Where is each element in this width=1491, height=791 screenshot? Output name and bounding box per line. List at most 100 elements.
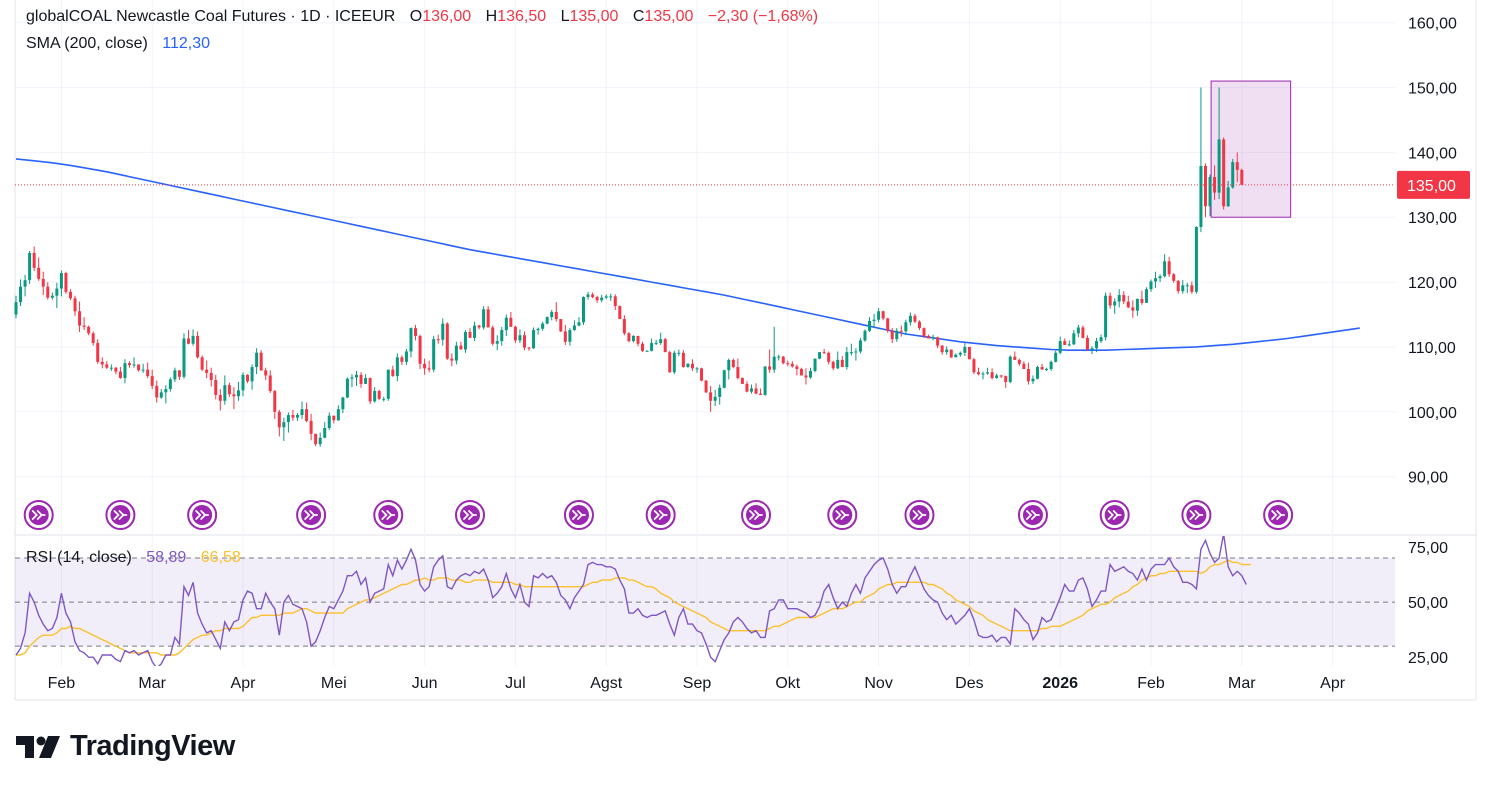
candle <box>146 362 150 379</box>
candle-body <box>359 374 363 384</box>
candle <box>554 302 558 322</box>
candle <box>672 350 676 375</box>
candle-body <box>491 327 495 344</box>
candle-body <box>209 372 213 381</box>
candle-body <box>1049 361 1053 369</box>
event-arrow-icon <box>463 510 477 520</box>
candle <box>1208 174 1212 216</box>
candle <box>1008 355 1012 384</box>
candle-body <box>690 363 694 369</box>
candle <box>232 387 236 410</box>
candle-body <box>854 351 858 353</box>
candle <box>582 296 585 325</box>
tradingview-logo[interactable]: TradingView <box>16 730 235 763</box>
price-tick-label: 130,00 <box>1408 210 1457 227</box>
candle <box>309 413 313 441</box>
candle-body <box>718 387 722 397</box>
event-marker-icon[interactable] <box>827 500 858 530</box>
event-marker-icon[interactable] <box>373 500 404 530</box>
event-marker-icon[interactable] <box>904 500 935 530</box>
event-marker-icon[interactable] <box>1017 500 1048 530</box>
candle <box>191 329 195 346</box>
event-marker-icon[interactable] <box>455 500 485 530</box>
event-marker-icon[interactable] <box>645 500 676 530</box>
candle-body <box>41 278 45 287</box>
time-tick-label: 2026 <box>1042 675 1078 692</box>
candle <box>604 294 608 299</box>
candle <box>922 327 926 338</box>
candle-body <box>305 409 309 421</box>
candle <box>917 320 921 331</box>
candle <box>904 319 908 336</box>
candle <box>282 417 286 441</box>
candle <box>1199 87 1203 233</box>
candle-body <box>409 328 413 352</box>
event-marker-icon[interactable] <box>296 500 327 530</box>
candle <box>391 365 395 377</box>
candle-body <box>827 352 831 362</box>
event-marker-icon[interactable] <box>1099 500 1130 530</box>
candle <box>1104 292 1108 341</box>
candle-body <box>963 346 967 353</box>
candle <box>936 336 940 349</box>
candle-body <box>1172 274 1176 281</box>
candle-body <box>672 352 676 373</box>
candle-body <box>613 296 617 307</box>
candle <box>1213 165 1217 200</box>
candle-body <box>917 321 921 329</box>
candle-body <box>659 339 663 344</box>
event-marker-icon[interactable] <box>23 500 54 530</box>
candle-body <box>904 322 908 332</box>
candle <box>768 349 772 373</box>
candle <box>1108 292 1112 309</box>
candle <box>268 370 272 393</box>
candle <box>332 415 336 424</box>
candle <box>314 433 318 447</box>
candle-body <box>945 349 949 353</box>
candle-body <box>1031 378 1035 382</box>
candle-body <box>704 380 708 393</box>
event-marker-icon[interactable] <box>1263 500 1294 530</box>
candle <box>749 384 753 394</box>
candle <box>355 370 358 386</box>
candle <box>813 358 817 373</box>
candle <box>500 326 504 346</box>
candle <box>318 432 322 447</box>
candle-body <box>577 322 581 326</box>
candle-body <box>995 375 999 379</box>
candle-body <box>1154 278 1158 282</box>
candle-body <box>137 364 141 371</box>
event-marker-icon[interactable] <box>105 500 136 530</box>
candle <box>141 363 145 373</box>
event-marker-icon[interactable] <box>1181 500 1212 530</box>
rsi-tick-label: 25,00 <box>1408 650 1448 667</box>
rsi-legend[interactable]: RSI (14, close) 58,89 66,58 <box>26 549 251 567</box>
candle <box>881 310 885 321</box>
candle <box>727 358 731 380</box>
candle-body <box>1090 348 1094 350</box>
candle-body <box>949 349 953 358</box>
candle-body <box>1135 298 1139 311</box>
candle <box>999 374 1003 379</box>
candle-body <box>327 415 331 428</box>
candle <box>1076 324 1080 338</box>
candle <box>1185 282 1189 294</box>
candle <box>563 324 567 345</box>
event-marker-icon[interactable] <box>741 500 772 530</box>
event-marker-icon[interactable] <box>187 500 218 530</box>
candle-body <box>1208 177 1212 207</box>
price-tick-label: 120,00 <box>1408 275 1457 292</box>
candle <box>432 335 436 373</box>
candle <box>128 361 131 368</box>
candle-body <box>1167 261 1171 275</box>
sma-legend[interactable]: SMA (200, close) 112,30 <box>26 35 220 53</box>
symbol-title[interactable]: globalCOAL Newcastle Coal Futures · 1D ·… <box>26 8 396 25</box>
candle-body <box>64 273 68 292</box>
candle-body <box>46 286 50 298</box>
candle <box>59 270 63 297</box>
event-marker-icon[interactable] <box>563 500 594 530</box>
candle <box>486 306 490 328</box>
candle-body <box>999 375 1003 377</box>
candle <box>87 325 91 336</box>
